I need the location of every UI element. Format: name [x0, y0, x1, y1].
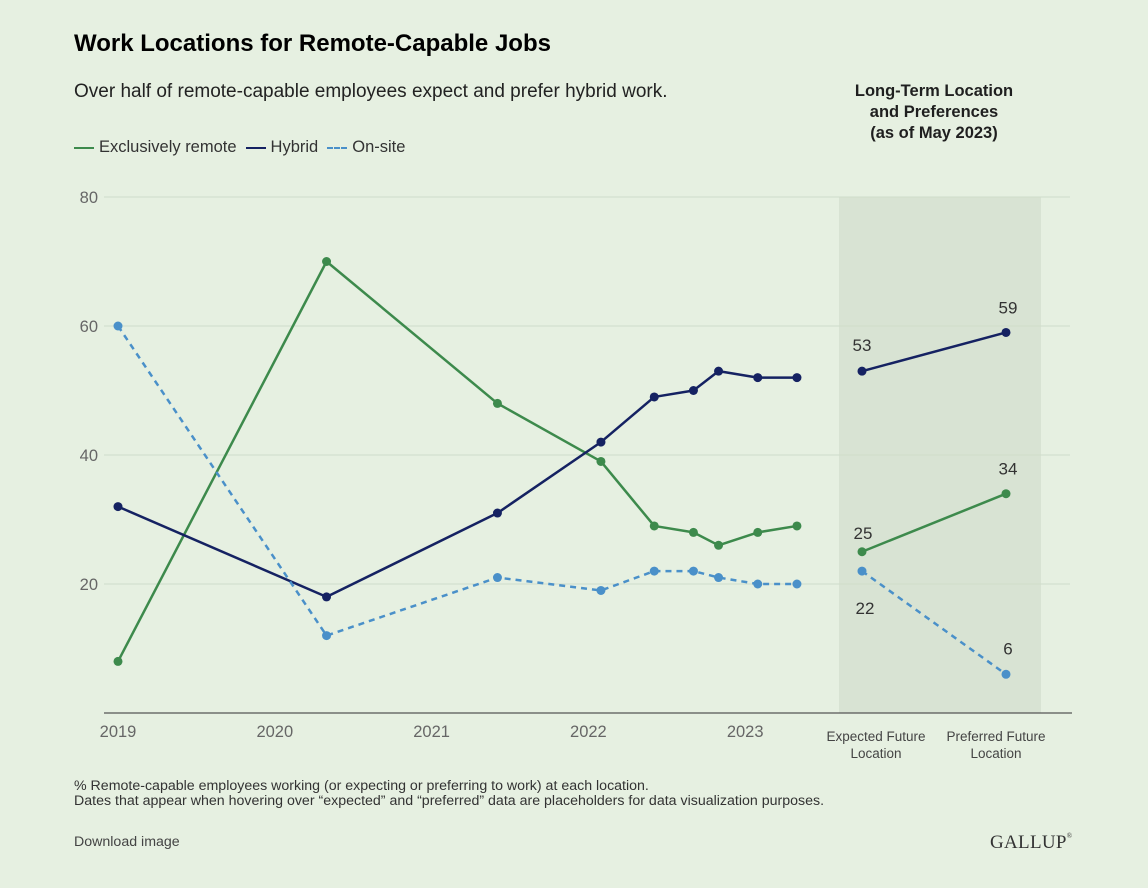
data-point: [322, 592, 332, 602]
legend-label: On-site: [352, 138, 406, 156]
side-series-line-hybrid: [861, 331, 1007, 373]
y-tick-label: 80: [80, 189, 98, 207]
side-data-point: [1001, 489, 1011, 499]
data-point: [113, 502, 123, 512]
legend-item-exclusively-remote[interactable]: Exclusively remote: [74, 138, 237, 157]
data-point: [649, 392, 659, 402]
series-line-hybrid: [117, 369, 797, 599]
side-data-point: [857, 566, 867, 576]
data-point: [792, 579, 802, 589]
side-data-label: 6: [1003, 639, 1012, 658]
legend-label: Exclusively remote: [99, 138, 237, 156]
side-data-label: 59: [999, 298, 1018, 317]
legend-label: Hybrid: [270, 138, 319, 156]
data-point: [596, 456, 606, 466]
data-point: [596, 585, 606, 595]
legend: Exclusively remote Hybrid On-site: [74, 138, 414, 157]
legend-swatch: [327, 146, 348, 149]
side-series-line-exclusively-remote: [861, 492, 1007, 553]
data-point: [322, 257, 332, 266]
data-point: [492, 508, 502, 518]
data-point: [649, 566, 659, 576]
chart-subtitle: Over half of remote-capable employees ex…: [74, 81, 668, 102]
x-tick-label: 2023: [727, 723, 764, 741]
side-panel-title: Long-Term Location and Preferences (as o…: [834, 81, 1034, 144]
side-data-label: 22: [856, 599, 875, 618]
data-point: [792, 521, 802, 531]
legend-item-hybrid[interactable]: Hybrid: [245, 138, 319, 157]
data-point: [688, 527, 698, 537]
y-tick-label: 60: [80, 318, 98, 336]
x-tick-label: 2022: [570, 723, 607, 741]
data-point: [492, 398, 502, 408]
data-point: [113, 656, 123, 666]
data-point: [596, 437, 606, 447]
data-point: [753, 527, 763, 537]
legend-item-on-site[interactable]: On-site: [327, 138, 405, 157]
data-point: [792, 373, 802, 383]
legend-swatch: [74, 146, 94, 149]
data-point: [113, 321, 123, 331]
side-data-label: 34: [999, 460, 1018, 479]
side-data-label: 53: [853, 336, 872, 355]
gallup-logo: GALLUP®: [990, 832, 1072, 854]
data-point: [688, 566, 698, 576]
footnote-line: Dates that appear when hovering over “ex…: [74, 793, 825, 809]
x-tick-label: 2020: [256, 723, 293, 741]
y-tick-label: 40: [80, 447, 98, 465]
side-data-point: [1001, 327, 1011, 337]
data-point: [714, 540, 724, 550]
y-tick-label: 20: [80, 576, 98, 594]
legend-swatch: [245, 146, 266, 149]
x-tick-label: 2019: [100, 723, 137, 741]
series-line-on-site: [116, 325, 797, 637]
side-series-line-on-site: [861, 570, 1007, 676]
data-point: [714, 573, 724, 583]
data-point: [649, 521, 659, 531]
data-point: [753, 373, 763, 383]
brand-name: GALLUP: [990, 832, 1067, 853]
footnote: % Remote-capable employees working (or e…: [74, 779, 824, 809]
side-category-label: Expected Future: [826, 729, 925, 744]
side-data-point: [857, 366, 867, 376]
side-category-label: Location: [850, 746, 901, 761]
chart-title: Work Locations for Remote-Capable Jobs: [74, 30, 551, 57]
download-image-link[interactable]: Download image: [74, 834, 180, 850]
side-panel-title-line: Long-Term Location: [854, 82, 1014, 100]
side-panel-title-line: and Preferences: [869, 103, 999, 121]
series-line-exclusively-remote: [116, 260, 798, 662]
brand-mark: ®: [1066, 832, 1073, 840]
side-panel-title-line: (as of May 2023): [870, 124, 998, 142]
data-point: [322, 631, 332, 641]
data-point: [714, 366, 724, 376]
side-data-point: [1001, 669, 1011, 679]
side-data-point: [857, 547, 867, 557]
side-data-label: 25: [854, 524, 873, 543]
side-category-label: Location: [970, 746, 1021, 761]
side-category-label: Preferred Future: [946, 729, 1045, 744]
x-tick-label: 2021: [413, 723, 450, 741]
data-point: [753, 579, 763, 589]
data-point: [492, 573, 502, 583]
footnote-line: % Remote-capable employees working (or e…: [74, 778, 649, 794]
data-point: [688, 386, 698, 395]
